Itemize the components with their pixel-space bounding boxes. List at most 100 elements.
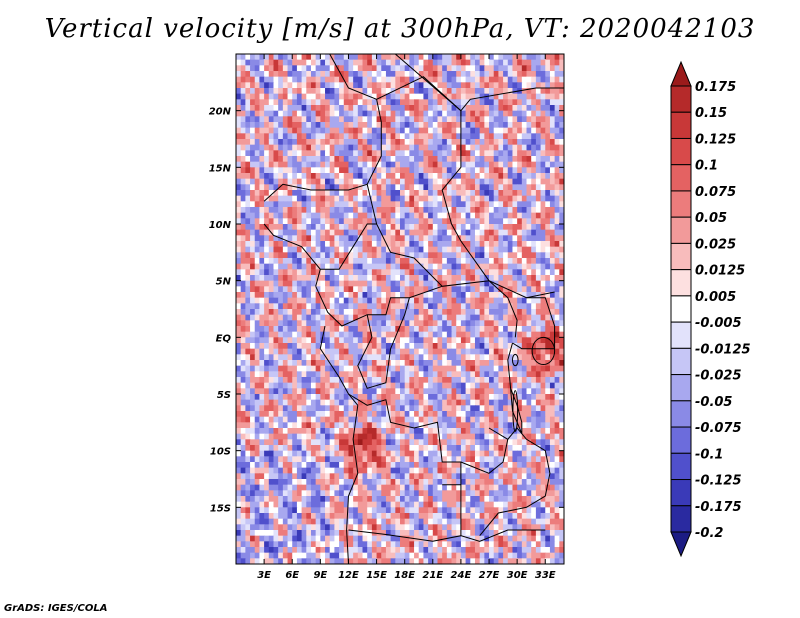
heatmap-cell bbox=[268, 71, 275, 78]
heatmap-cell bbox=[414, 88, 420, 95]
heatmap-cell bbox=[451, 178, 457, 185]
heatmap-cell bbox=[254, 150, 261, 157]
heatmap-cell bbox=[325, 337, 331, 344]
heatmap-cell bbox=[362, 127, 368, 134]
heatmap-cell bbox=[357, 422, 364, 429]
heatmap-cell bbox=[503, 224, 509, 231]
heatmap-cell bbox=[282, 439, 289, 446]
heatmap-cell bbox=[357, 241, 364, 248]
heatmap-cell bbox=[470, 399, 476, 406]
heatmap-cell bbox=[371, 411, 378, 418]
heatmap-cell bbox=[273, 184, 279, 191]
heatmap-cell bbox=[385, 144, 392, 151]
heatmap-cell bbox=[470, 258, 476, 265]
heatmap-cell bbox=[517, 65, 523, 72]
heatmap-cell bbox=[470, 411, 476, 418]
heatmap-cell bbox=[357, 99, 364, 106]
heatmap-cell bbox=[493, 292, 499, 299]
heatmap-cell bbox=[282, 76, 289, 83]
heatmap-cell bbox=[507, 110, 514, 117]
heatmap-cell bbox=[446, 161, 453, 168]
heatmap-field bbox=[236, 54, 564, 564]
heatmap-cell bbox=[526, 360, 532, 367]
heatmap-cell bbox=[357, 246, 364, 253]
heatmap-cell bbox=[507, 399, 514, 406]
heatmap-cell bbox=[315, 150, 321, 157]
heatmap-cell bbox=[301, 399, 307, 406]
heatmap-cell bbox=[437, 388, 443, 395]
heatmap-cell bbox=[395, 54, 401, 61]
heatmap-cell bbox=[437, 201, 443, 208]
heatmap-cell bbox=[296, 445, 303, 452]
heatmap-cell bbox=[343, 309, 350, 316]
heatmap-cell bbox=[385, 405, 392, 412]
heatmap-cell bbox=[470, 82, 476, 89]
heatmap-cell bbox=[460, 122, 467, 129]
heatmap-cell bbox=[362, 54, 368, 61]
heatmap-cell bbox=[362, 252, 368, 259]
heatmap-cell bbox=[376, 439, 382, 446]
heatmap-cell bbox=[526, 280, 532, 287]
heatmap-cell bbox=[348, 377, 354, 384]
heatmap-cell bbox=[465, 127, 471, 134]
heatmap-cell bbox=[268, 286, 275, 293]
heatmap-cell bbox=[432, 241, 439, 248]
heatmap-cell bbox=[451, 88, 457, 95]
heatmap-cell bbox=[418, 133, 425, 140]
heatmap-cell bbox=[479, 428, 485, 435]
heatmap-cell bbox=[310, 280, 317, 287]
heatmap-cell bbox=[334, 331, 340, 338]
heatmap-cell bbox=[278, 88, 284, 95]
heatmap-cell bbox=[507, 173, 514, 180]
heatmap-cell bbox=[320, 167, 326, 174]
heatmap-cell bbox=[385, 207, 392, 214]
heatmap-cell bbox=[404, 167, 410, 174]
heatmap-cell bbox=[442, 360, 448, 367]
heatmap-cell bbox=[240, 201, 246, 208]
heatmap-cell bbox=[446, 195, 453, 202]
heatmap-cell bbox=[287, 326, 293, 333]
heatmap-cell bbox=[531, 382, 537, 389]
heatmap-cell bbox=[418, 275, 425, 282]
heatmap-cell bbox=[479, 144, 485, 151]
heatmap-cell bbox=[301, 224, 307, 231]
heatmap-cell bbox=[460, 161, 467, 168]
heatmap-cell bbox=[371, 116, 378, 123]
heatmap-cell bbox=[343, 122, 350, 129]
heatmap-cell bbox=[268, 252, 275, 259]
heatmap-cell bbox=[549, 280, 556, 287]
heatmap-cell bbox=[418, 190, 425, 197]
heatmap-cell bbox=[381, 292, 387, 299]
heatmap-cell bbox=[451, 303, 457, 310]
heatmap-cell bbox=[395, 218, 401, 225]
heatmap-cell bbox=[489, 320, 495, 327]
heatmap-cell bbox=[348, 365, 354, 372]
heatmap-cell bbox=[395, 303, 401, 310]
heatmap-cell bbox=[390, 286, 396, 293]
heatmap-cell bbox=[414, 71, 420, 78]
heatmap-cell bbox=[287, 110, 293, 117]
heatmap-cell bbox=[254, 399, 261, 406]
heatmap-cell bbox=[282, 82, 289, 89]
heatmap-cell bbox=[554, 343, 560, 350]
heatmap-cell bbox=[521, 144, 528, 151]
heatmap-cell bbox=[240, 207, 246, 214]
heatmap-cell bbox=[474, 292, 481, 299]
heatmap-cell bbox=[400, 354, 406, 361]
heatmap-cell bbox=[371, 201, 378, 208]
heatmap-cell bbox=[296, 297, 303, 304]
heatmap-cell bbox=[549, 224, 556, 231]
heatmap-cell bbox=[479, 229, 485, 236]
heatmap-cell bbox=[531, 360, 537, 367]
heatmap-cell bbox=[404, 280, 410, 287]
heatmap-cell bbox=[315, 388, 321, 395]
heatmap-cell bbox=[489, 286, 495, 293]
heatmap-cell bbox=[503, 218, 509, 225]
heatmap-cell bbox=[390, 167, 396, 174]
heatmap-cell bbox=[400, 433, 406, 440]
heatmap-cell bbox=[315, 394, 321, 401]
heatmap-cell bbox=[437, 184, 443, 191]
heatmap-cell bbox=[456, 99, 462, 106]
heatmap-cell bbox=[512, 201, 518, 208]
heatmap-cell bbox=[540, 343, 546, 350]
